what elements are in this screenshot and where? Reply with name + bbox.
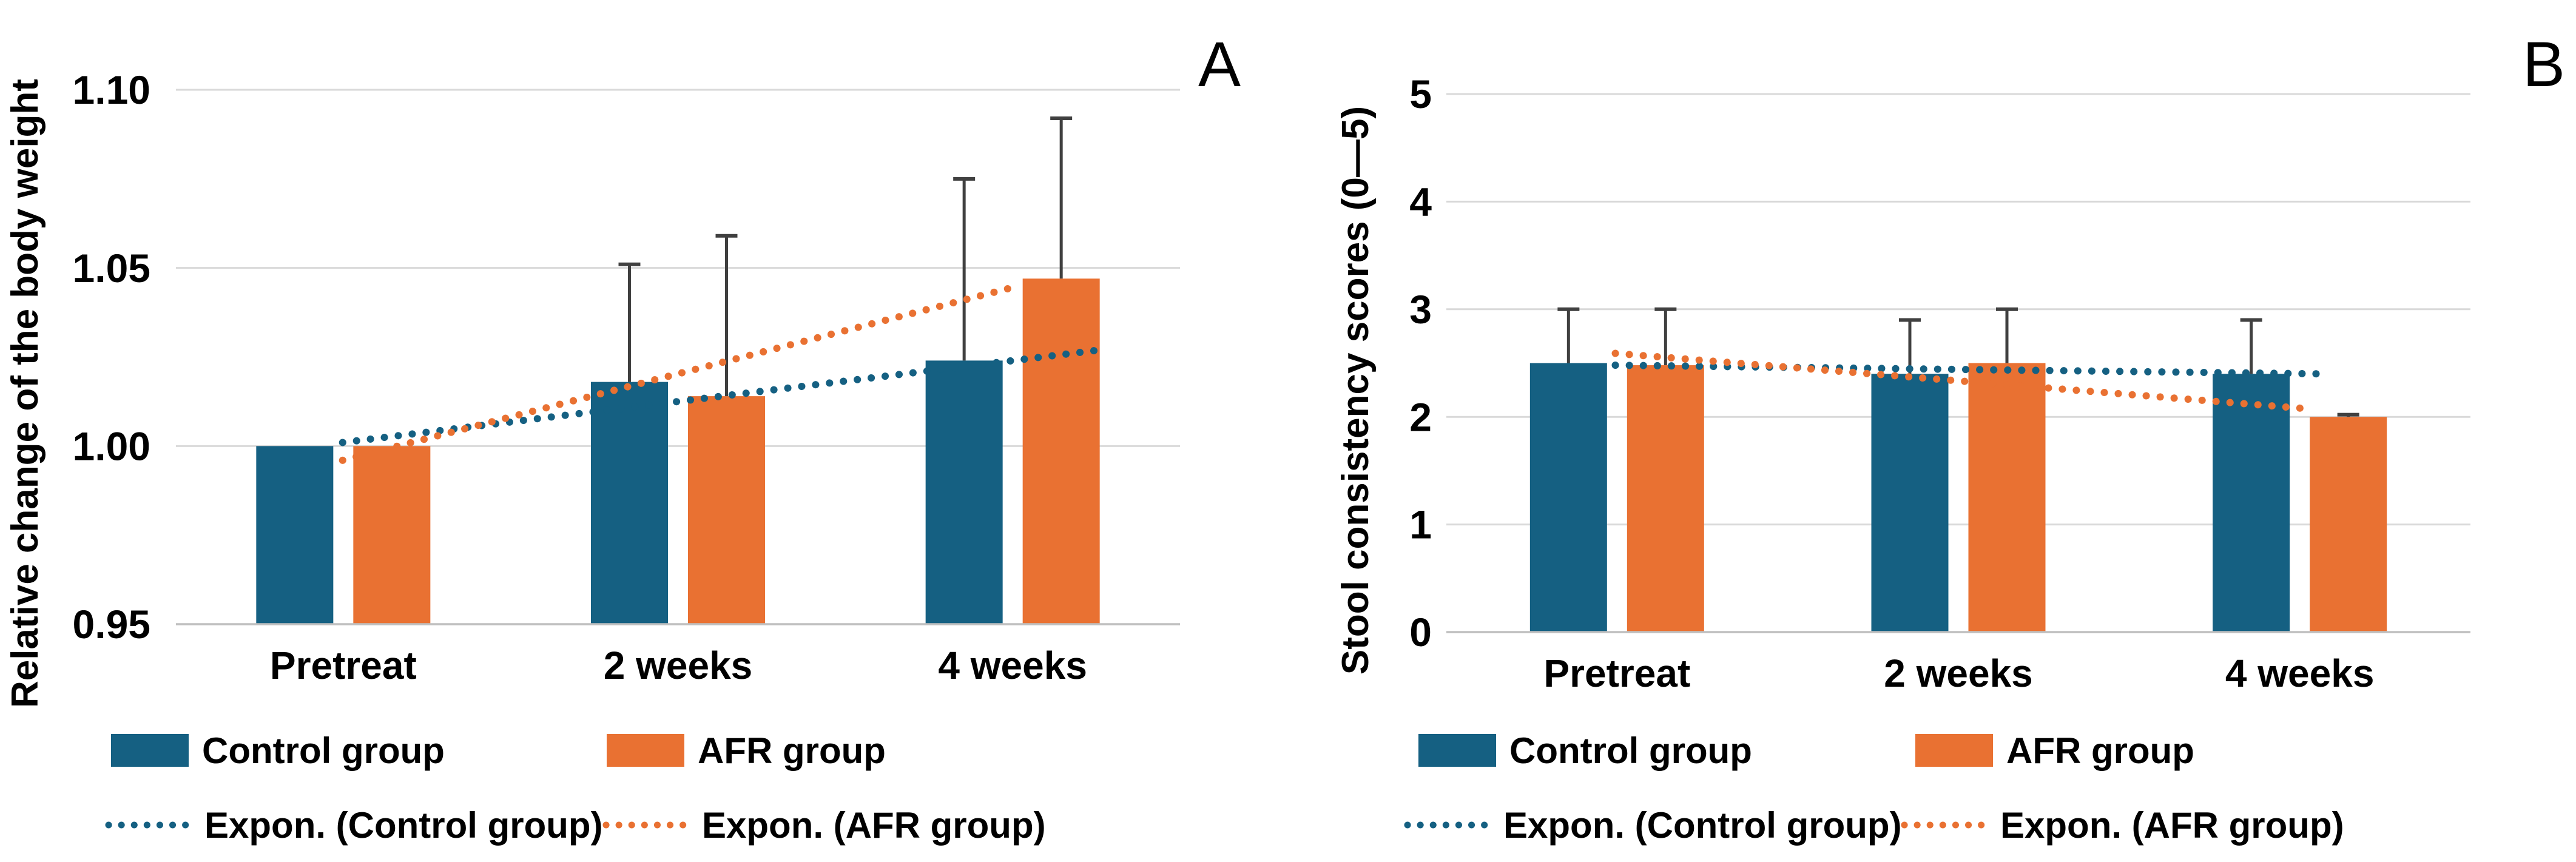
legend-label: Expon. (AFR group) xyxy=(702,805,1046,846)
legend-swatch xyxy=(111,734,189,767)
x-category-label: 4 weeks xyxy=(938,644,1087,687)
y-tick-label: 1.00 xyxy=(73,423,150,468)
bar-afr-4-weeks xyxy=(1022,278,1100,625)
bar-afr-2-weeks xyxy=(1968,363,2046,632)
legend-label: Expon. (AFR group) xyxy=(2000,805,2344,846)
trendline-control xyxy=(1611,362,2321,378)
y-tick-label: 3 xyxy=(1409,287,1432,332)
legend-label: Control group xyxy=(202,730,445,771)
x-category-label: 2 weeks xyxy=(604,644,753,687)
legend-swatch xyxy=(607,734,684,767)
y-tick-label: 5 xyxy=(1409,72,1432,116)
bar-afr-2-weeks xyxy=(688,396,765,624)
legend-label: Control group xyxy=(1509,730,1752,771)
y-tick-label: 0 xyxy=(1409,610,1432,655)
bar-control-pretreat xyxy=(1529,363,1607,632)
y-tick-label: 1 xyxy=(1409,502,1432,547)
legend-swatch xyxy=(1418,734,1496,767)
x-category-label: Pretreat xyxy=(270,644,417,687)
bar-control-pretreat xyxy=(256,446,334,624)
y-tick-label: 4 xyxy=(1409,180,1432,224)
bar-afr-pretreat xyxy=(1627,365,1704,632)
bar-control-4-weeks xyxy=(2213,374,2290,632)
x-category-label: 2 weeks xyxy=(1884,652,2033,695)
x-category-label: 4 weeks xyxy=(2225,652,2375,695)
y-tick-label: 1.10 xyxy=(73,67,150,112)
trendline-control xyxy=(339,346,1105,446)
legend-label: Expon. (Control group) xyxy=(204,805,603,846)
legend-label: AFR group xyxy=(698,730,886,771)
bar-control-2-weeks xyxy=(1871,374,1949,632)
bar-control-4-weeks xyxy=(925,360,1003,624)
y-tick-label: 2 xyxy=(1409,394,1432,439)
bar-afr-pretreat xyxy=(353,446,431,624)
x-category-label: Pretreat xyxy=(1543,652,1690,695)
panel-letter-a: A xyxy=(1198,29,1241,100)
y-axis-title: Stool consistency scores (0—5) xyxy=(1335,106,1377,675)
y-tick-label: 1.05 xyxy=(73,246,150,291)
y-tick-label: 0.95 xyxy=(73,602,150,647)
bar-afr-4-weeks xyxy=(2310,417,2387,632)
legend-swatch xyxy=(1915,734,1993,767)
legend-label: Expon. (Control group) xyxy=(1503,805,1902,846)
trendline-afr xyxy=(339,282,1023,464)
legend-label: AFR group xyxy=(2006,730,2194,771)
bar-control-2-weeks xyxy=(591,382,668,624)
trendline-afr xyxy=(1611,349,2305,412)
y-axis-title: Relative change of the body weight xyxy=(4,79,46,708)
panel-letter-b: B xyxy=(2523,29,2565,100)
